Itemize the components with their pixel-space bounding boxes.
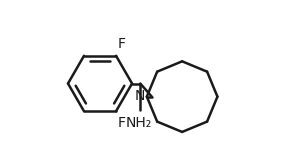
Text: F: F [118,37,126,51]
Text: NH₂: NH₂ [126,116,152,130]
Text: F: F [118,116,126,130]
Text: N: N [135,89,145,103]
